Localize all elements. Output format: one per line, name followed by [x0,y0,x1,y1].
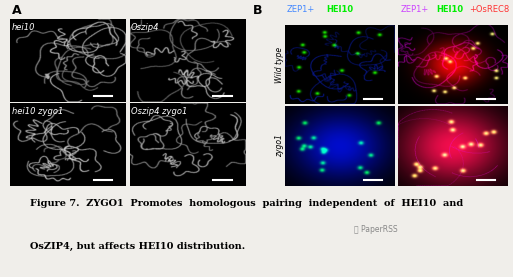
Text: +OsREC8: +OsREC8 [469,5,510,14]
Text: zygo1: zygo1 [275,134,284,157]
Text: Oszip4 zygo1: Oszip4 zygo1 [131,107,187,116]
Text: B: B [253,4,263,17]
Text: Figure 7.  ZYGO1  Promotes  homologous  pairing  independent  of  HEI10  and: Figure 7. ZYGO1 Promotes homologous pair… [30,199,463,208]
Text: A: A [12,4,22,17]
Text: Wild type: Wild type [275,47,284,83]
Text: Ⓒ PaperRSS: Ⓒ PaperRSS [354,225,398,234]
Text: Oszip4: Oszip4 [131,23,160,32]
Text: ZEP1+: ZEP1+ [400,5,428,14]
Text: hei10 zygo1: hei10 zygo1 [12,107,63,116]
Text: HEI10: HEI10 [437,5,464,14]
Text: hei10: hei10 [12,23,35,32]
Text: OsZIP4, but affects HEI10 distribution.: OsZIP4, but affects HEI10 distribution. [30,242,245,251]
Text: ZEP1+: ZEP1+ [287,5,315,14]
Text: HEI10: HEI10 [326,5,353,14]
